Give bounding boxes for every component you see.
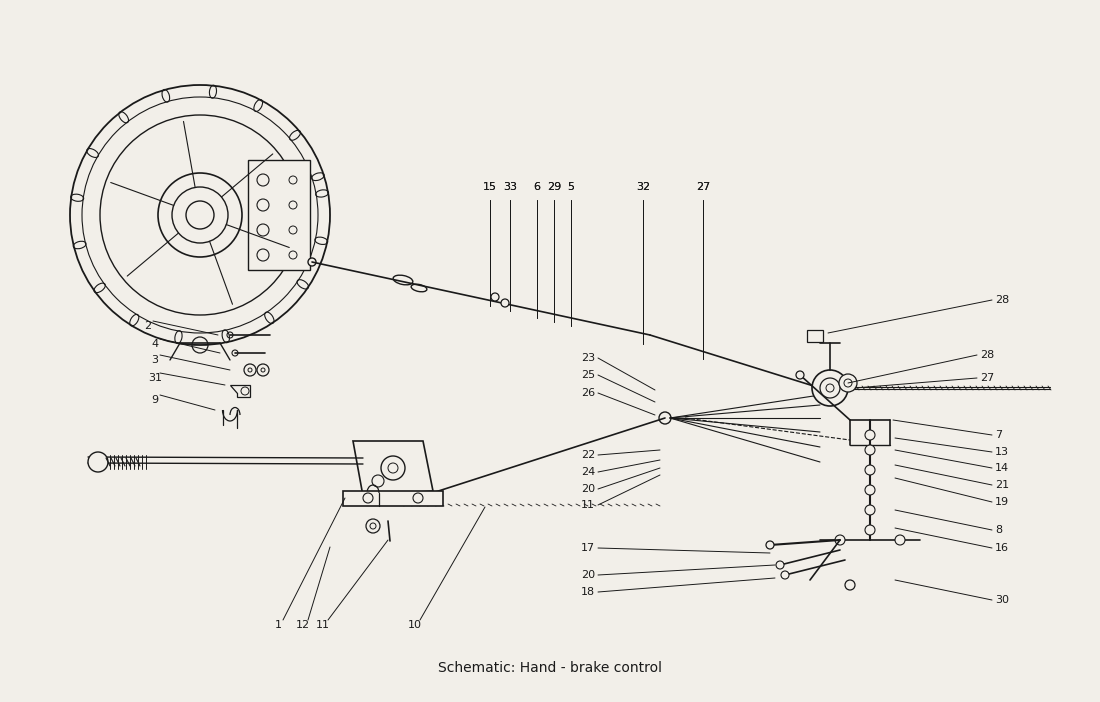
Text: 8: 8 <box>996 525 1002 535</box>
Circle shape <box>88 452 108 472</box>
Circle shape <box>372 475 384 487</box>
Text: 27: 27 <box>696 182 711 192</box>
Circle shape <box>865 430 874 440</box>
Circle shape <box>257 364 270 376</box>
Circle shape <box>835 535 845 545</box>
Circle shape <box>820 378 840 398</box>
Text: 28: 28 <box>996 295 1010 305</box>
Circle shape <box>781 571 789 579</box>
Circle shape <box>865 465 874 475</box>
Text: 26: 26 <box>581 388 595 398</box>
Polygon shape <box>230 385 250 397</box>
Text: 5: 5 <box>568 182 574 192</box>
Text: 25: 25 <box>581 370 595 380</box>
Circle shape <box>796 371 804 379</box>
Polygon shape <box>343 491 443 506</box>
Text: 29: 29 <box>547 182 561 192</box>
Text: 4: 4 <box>152 339 158 349</box>
Circle shape <box>381 456 405 480</box>
Circle shape <box>766 541 774 549</box>
Polygon shape <box>248 160 310 270</box>
Text: 14: 14 <box>996 463 1009 473</box>
Circle shape <box>776 561 784 569</box>
Circle shape <box>826 384 834 392</box>
Text: 2: 2 <box>144 321 152 331</box>
Text: 1: 1 <box>275 620 282 630</box>
Text: 23: 23 <box>581 353 595 363</box>
Text: 18: 18 <box>581 587 595 597</box>
Text: 6: 6 <box>534 182 540 192</box>
Text: 30: 30 <box>996 595 1009 605</box>
Text: 13: 13 <box>996 447 1009 457</box>
Text: 7: 7 <box>996 430 1002 440</box>
Text: 28: 28 <box>980 350 994 360</box>
Circle shape <box>244 364 256 376</box>
Text: 33: 33 <box>503 182 517 192</box>
Circle shape <box>186 201 214 229</box>
Text: 6: 6 <box>534 182 540 192</box>
Circle shape <box>812 370 848 406</box>
Circle shape <box>363 493 373 503</box>
Circle shape <box>491 293 499 301</box>
Text: 32: 32 <box>636 182 650 192</box>
Text: 10: 10 <box>408 620 422 630</box>
Circle shape <box>865 485 874 495</box>
Circle shape <box>895 535 905 545</box>
Circle shape <box>500 299 509 307</box>
Text: 27: 27 <box>980 373 994 383</box>
Circle shape <box>865 525 874 535</box>
Text: 5: 5 <box>568 182 574 192</box>
Text: 3: 3 <box>152 355 158 365</box>
Polygon shape <box>807 330 823 342</box>
Text: 15: 15 <box>483 182 497 192</box>
Text: 31: 31 <box>148 373 162 383</box>
Circle shape <box>241 387 249 395</box>
Polygon shape <box>353 441 433 496</box>
Circle shape <box>412 493 424 503</box>
Text: 9: 9 <box>152 395 158 405</box>
Text: 22: 22 <box>581 450 595 460</box>
Circle shape <box>659 412 671 424</box>
Text: 17: 17 <box>581 543 595 553</box>
Circle shape <box>308 258 316 266</box>
Text: Schematic: Hand - brake control: Schematic: Hand - brake control <box>438 661 662 675</box>
Text: 32: 32 <box>636 182 650 192</box>
Circle shape <box>865 445 874 455</box>
Circle shape <box>366 519 379 533</box>
Text: 33: 33 <box>503 182 517 192</box>
Text: 19: 19 <box>996 497 1009 507</box>
Text: 20: 20 <box>581 570 595 580</box>
Text: 11: 11 <box>581 500 595 510</box>
Text: 24: 24 <box>581 467 595 477</box>
Circle shape <box>865 505 874 515</box>
Text: 21: 21 <box>996 480 1009 490</box>
Circle shape <box>845 580 855 590</box>
Text: 15: 15 <box>483 182 497 192</box>
Circle shape <box>839 374 857 392</box>
Text: 20: 20 <box>581 484 595 494</box>
Text: 27: 27 <box>696 182 711 192</box>
Text: 12: 12 <box>296 620 310 630</box>
Text: 29: 29 <box>547 182 561 192</box>
Text: 16: 16 <box>996 543 1009 553</box>
Text: 11: 11 <box>316 620 330 630</box>
